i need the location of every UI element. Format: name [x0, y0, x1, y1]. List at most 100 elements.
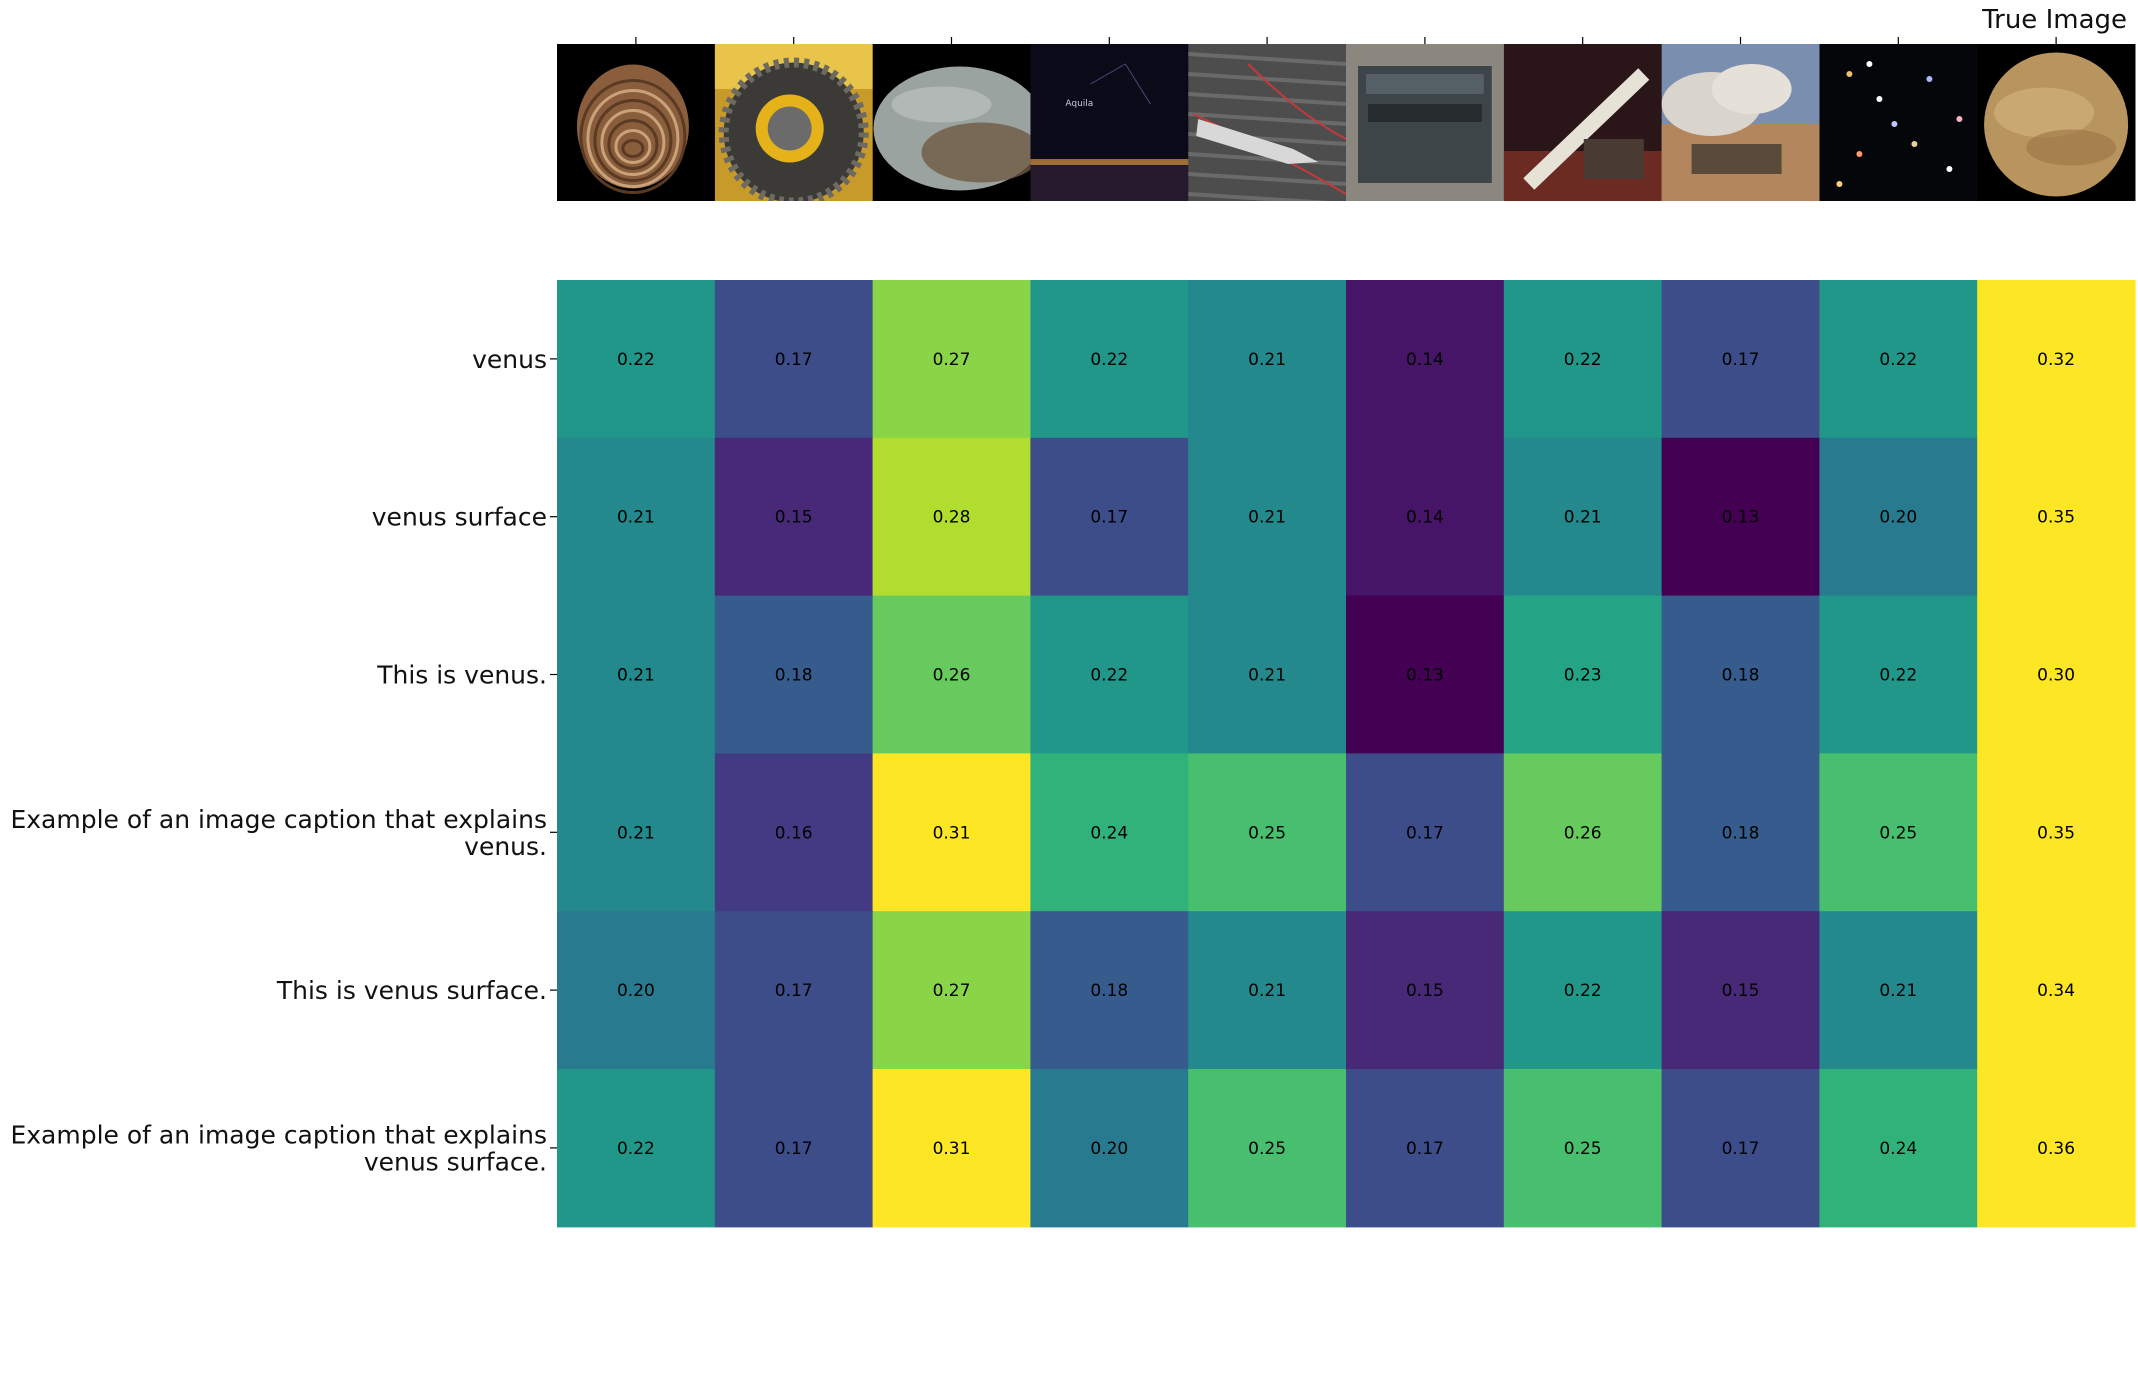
- cell-value-label: 0.24: [1090, 823, 1128, 843]
- cell-value-label: 0.25: [1248, 1139, 1286, 1159]
- cell-value-label: 0.21: [1248, 981, 1286, 1001]
- cell-value-label: 0.22: [1879, 350, 1917, 370]
- heatmap-cell-r5-c9: [1977, 1069, 2136, 1228]
- heatmap-cell-r3-c9: [1977, 753, 2136, 912]
- heatmap-cell-r4-c2: [872, 911, 1031, 1070]
- heatmap-cell-r3-c0: [557, 753, 716, 912]
- heatmap-cell-r4-c6: [1503, 911, 1663, 1070]
- cell-value-label: 0.23: [1564, 666, 1602, 686]
- cell-value-label: 0.14: [1406, 350, 1444, 370]
- heatmap-cell-r2-c3: [1030, 595, 1189, 754]
- cell-value-label: 0.22: [1090, 350, 1128, 370]
- cell-value-label: 0.20: [1090, 1139, 1128, 1159]
- heatmap-cell-r5-c4: [1188, 1069, 1347, 1228]
- heatmap-cell-r2-c8: [1819, 595, 1978, 754]
- heatmap-cell-r0-c6: [1503, 280, 1663, 439]
- heatmap-cell-r5-c6: [1503, 1069, 1663, 1228]
- galaxy-field-thumbnail: [1819, 44, 1978, 201]
- cell-value-label: 0.18: [775, 666, 813, 686]
- heatmap-cell-r0-c8: [1819, 280, 1978, 439]
- heatmap-cell-r0-c3: [1030, 280, 1189, 439]
- heatmap-cell-r1-c7: [1661, 437, 1820, 597]
- cell-value-label: 0.17: [775, 1139, 813, 1159]
- cell-value-label: 0.32: [2037, 350, 2075, 370]
- heatmap-cell-r4-c9: [1977, 911, 2136, 1070]
- heatmap-cell-r1-c2: [872, 437, 1031, 597]
- heatmap-cell-r5-c8: [1819, 1069, 1978, 1228]
- heatmap-cell-r3-c2: [872, 753, 1031, 912]
- heatmap-cell-r3-c8: [1819, 753, 1978, 912]
- telescope-thumbnail: [1503, 44, 1663, 201]
- cell-value-label: 0.24: [1879, 1139, 1917, 1159]
- heatmap-cell-r3-c4: [1188, 753, 1347, 912]
- chained-tire-thumbnail: [714, 44, 874, 201]
- heatmap-cell-r4-c7: [1661, 911, 1820, 1070]
- cell-value-label: 0.17: [1090, 508, 1128, 528]
- heatmap-cell-r1-c5: [1346, 437, 1505, 597]
- heatmap-cell-r5-c2: [872, 1069, 1031, 1228]
- metal-plaque-thumbnail: [1346, 44, 1505, 201]
- row-labels: venus venus surface This is venus. Example …: [10, 345, 557, 1176]
- heatmap-cell-r2-c9: [1977, 595, 2136, 754]
- cell-value-label: 0.17: [1722, 1139, 1760, 1159]
- heatmap-cell-r3-c3: [1030, 753, 1189, 912]
- heatmap-cell-r1-c0: [557, 437, 716, 597]
- cell-value-label: 0.22: [617, 350, 655, 370]
- row-label-0: venus: [472, 345, 547, 374]
- heatmap-cell-r1-c3: [1030, 437, 1189, 597]
- cell-value-label: 0.26: [933, 666, 971, 686]
- heatmap-cell-r4-c1: [714, 911, 874, 1070]
- cell-value-label: 0.20: [1879, 508, 1917, 528]
- cell-value-label: 0.17: [1406, 823, 1444, 843]
- cell-value-label: 0.21: [1248, 350, 1286, 370]
- heatmap-cell-r5-c3: [1030, 1069, 1189, 1228]
- heatmap-cell-r0-c4: [1188, 280, 1347, 439]
- heatmap-cell-r0-c1: [714, 280, 874, 439]
- heatmap-cell-r0-c2: [872, 280, 1031, 439]
- cell-value-label: 0.20: [617, 981, 655, 1001]
- heatmap-cell-r2-c2: [872, 595, 1031, 754]
- heatmap-cell-r3-c7: [1661, 753, 1820, 912]
- cell-value-label: 0.35: [2037, 823, 2075, 843]
- cell-value-label: 0.35: [2037, 508, 2075, 528]
- heatmap-cell-r4-c3: [1030, 911, 1189, 1070]
- cell-value-label: 0.34: [2037, 981, 2075, 1001]
- cell-value-label: 0.22: [1564, 981, 1602, 1001]
- top-axis-title: True Image: [1981, 5, 2127, 35]
- row-label-1: venus surface: [372, 503, 547, 532]
- heatmap-cell-r4-c8: [1819, 911, 1978, 1070]
- cell-value-label: 0.13: [1406, 666, 1444, 686]
- heatmap-cell-r0-c7: [1661, 280, 1820, 439]
- heatmap-cell-r2-c0: [557, 595, 716, 754]
- cell-value-label: 0.22: [1564, 350, 1602, 370]
- cell-value-label: 0.15: [1406, 981, 1444, 1001]
- heatmap-cell-r2-c4: [1188, 595, 1347, 754]
- heatmap-cell-r1-c4: [1188, 437, 1347, 597]
- heatmap-cell-r2-c5: [1346, 595, 1505, 754]
- cell-value-label: 0.17: [775, 981, 813, 1001]
- cell-value-label: 0.21: [617, 508, 655, 528]
- cell-value-label: 0.15: [775, 508, 813, 528]
- seashell-thumbnail: [557, 44, 716, 201]
- cell-value-label: 0.22: [1090, 666, 1128, 686]
- row-label-4: This is venus surface.: [276, 976, 547, 1005]
- cell-value-label: 0.27: [933, 981, 971, 1001]
- heatmap-cell-r5-c5: [1346, 1069, 1505, 1228]
- cell-value-label: 0.15: [1722, 981, 1760, 1001]
- heatmap-cell-r0-c9: [1977, 280, 2136, 439]
- cell-value-label: 0.28: [933, 508, 971, 528]
- cell-value-label: 0.17: [1406, 1139, 1444, 1159]
- heatmap-cell-r0-c0: [557, 280, 716, 439]
- cell-value-label: 0.30: [2037, 666, 2075, 686]
- heatmap-cell-r3-c5: [1346, 753, 1505, 912]
- cell-value-label: 0.18: [1722, 823, 1760, 843]
- cell-value-label: 0.27: [933, 350, 971, 370]
- cell-value-label: 0.18: [1722, 666, 1760, 686]
- cell-value-label: 0.13: [1722, 508, 1760, 528]
- cell-value-label: 0.22: [617, 1139, 655, 1159]
- heatmap-cell-r4-c4: [1188, 911, 1347, 1070]
- artillery-smoke-thumbnail: [1661, 44, 1820, 201]
- cell-value-label: 0.22: [1879, 666, 1917, 686]
- cell-value-label: 0.21: [617, 666, 655, 686]
